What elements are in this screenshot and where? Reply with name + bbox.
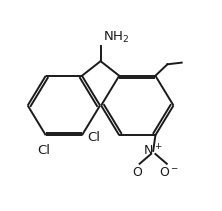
Text: NH$_2$: NH$_2$	[103, 29, 129, 45]
Text: Cl: Cl	[37, 143, 50, 157]
Text: Cl: Cl	[87, 131, 100, 144]
Text: O: O	[133, 166, 142, 179]
Text: O$^-$: O$^-$	[159, 166, 179, 179]
Text: N$^+$: N$^+$	[143, 143, 163, 158]
